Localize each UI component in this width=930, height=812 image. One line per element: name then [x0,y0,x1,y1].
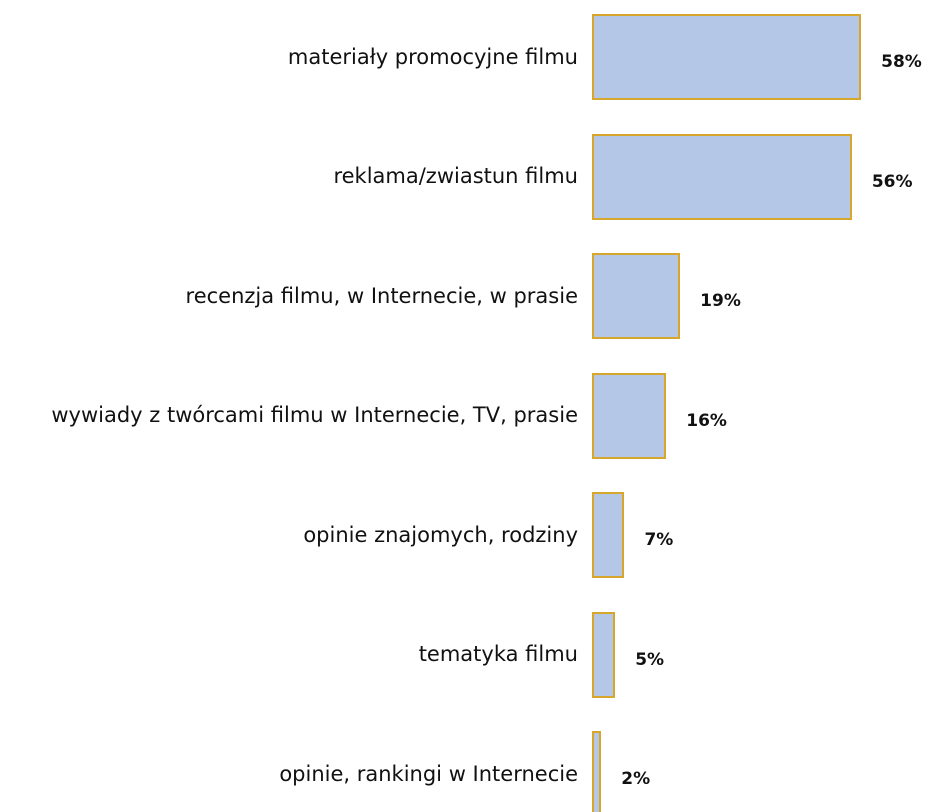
bar [592,611,616,698]
bar [592,731,602,812]
category-label: materiały promocyjne filmu [287,44,578,69]
category-label: opinie znajomych, rodziny [303,522,578,547]
value-label: 5% [635,649,665,670]
bar [592,372,667,459]
value-label: 2% [621,769,651,789]
bar [592,133,852,220]
value-label: 16% [686,410,727,431]
category-label: wywiady z twórcami filmu w Internecie, T… [51,403,578,427]
value-label: 19% [700,291,741,311]
category-label: reklama/zwiastun filmu [333,164,578,188]
value-label: 7% [644,530,674,550]
category-label: recenzja filmu, w Internecie, w prasie [185,283,578,308]
category-label: tematyka filmu [418,642,578,666]
value-label: 58% [881,52,922,72]
category-label: opinie, rankingi w Internecie [279,761,578,786]
value-label: 56% [871,171,913,192]
bar [592,14,862,100]
bar [592,253,681,339]
bar [592,492,625,578]
